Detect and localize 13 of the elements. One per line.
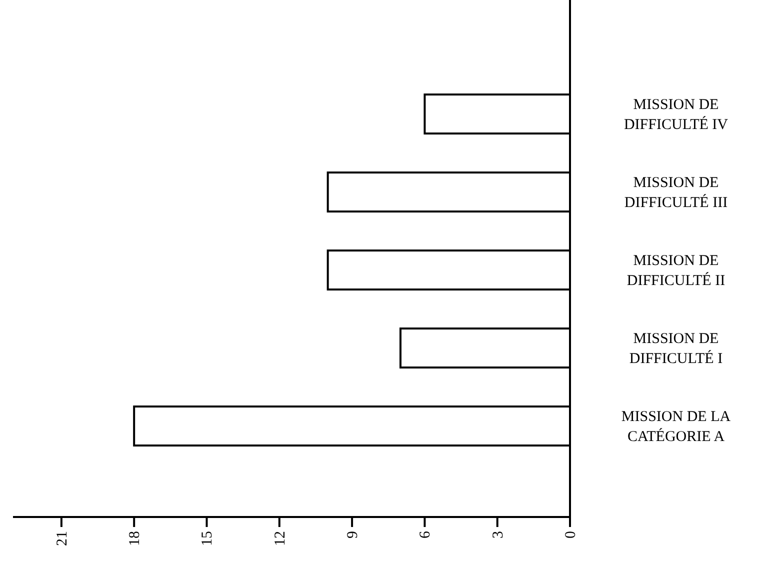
- y-tick-label: MISSION DE DIFFICULTÉ III: [624, 175, 728, 211]
- y-tick-label: MISSION DE DIFFICULTÉ II: [626, 253, 726, 289]
- x-tick-label: 6: [418, 530, 434, 538]
- y-tick-label: MISSION DE LA CATÉGORIE A: [621, 409, 731, 445]
- y-tick-label: MISSION DE DIFFICULTÉ IV: [624, 97, 728, 133]
- x-tick-label: 0: [563, 531, 579, 538]
- x-tick-label: 15: [200, 531, 216, 546]
- x-tick-label: 12: [272, 531, 288, 546]
- x-tick-label: 3: [490, 531, 506, 538]
- x-tick-label: 21: [54, 531, 70, 546]
- x-tick-label: 18: [127, 531, 144, 546]
- x-tick-label: 9: [345, 531, 362, 538]
- y-tick-label: MISSION DE DIFFICULTÉ I: [629, 331, 723, 367]
